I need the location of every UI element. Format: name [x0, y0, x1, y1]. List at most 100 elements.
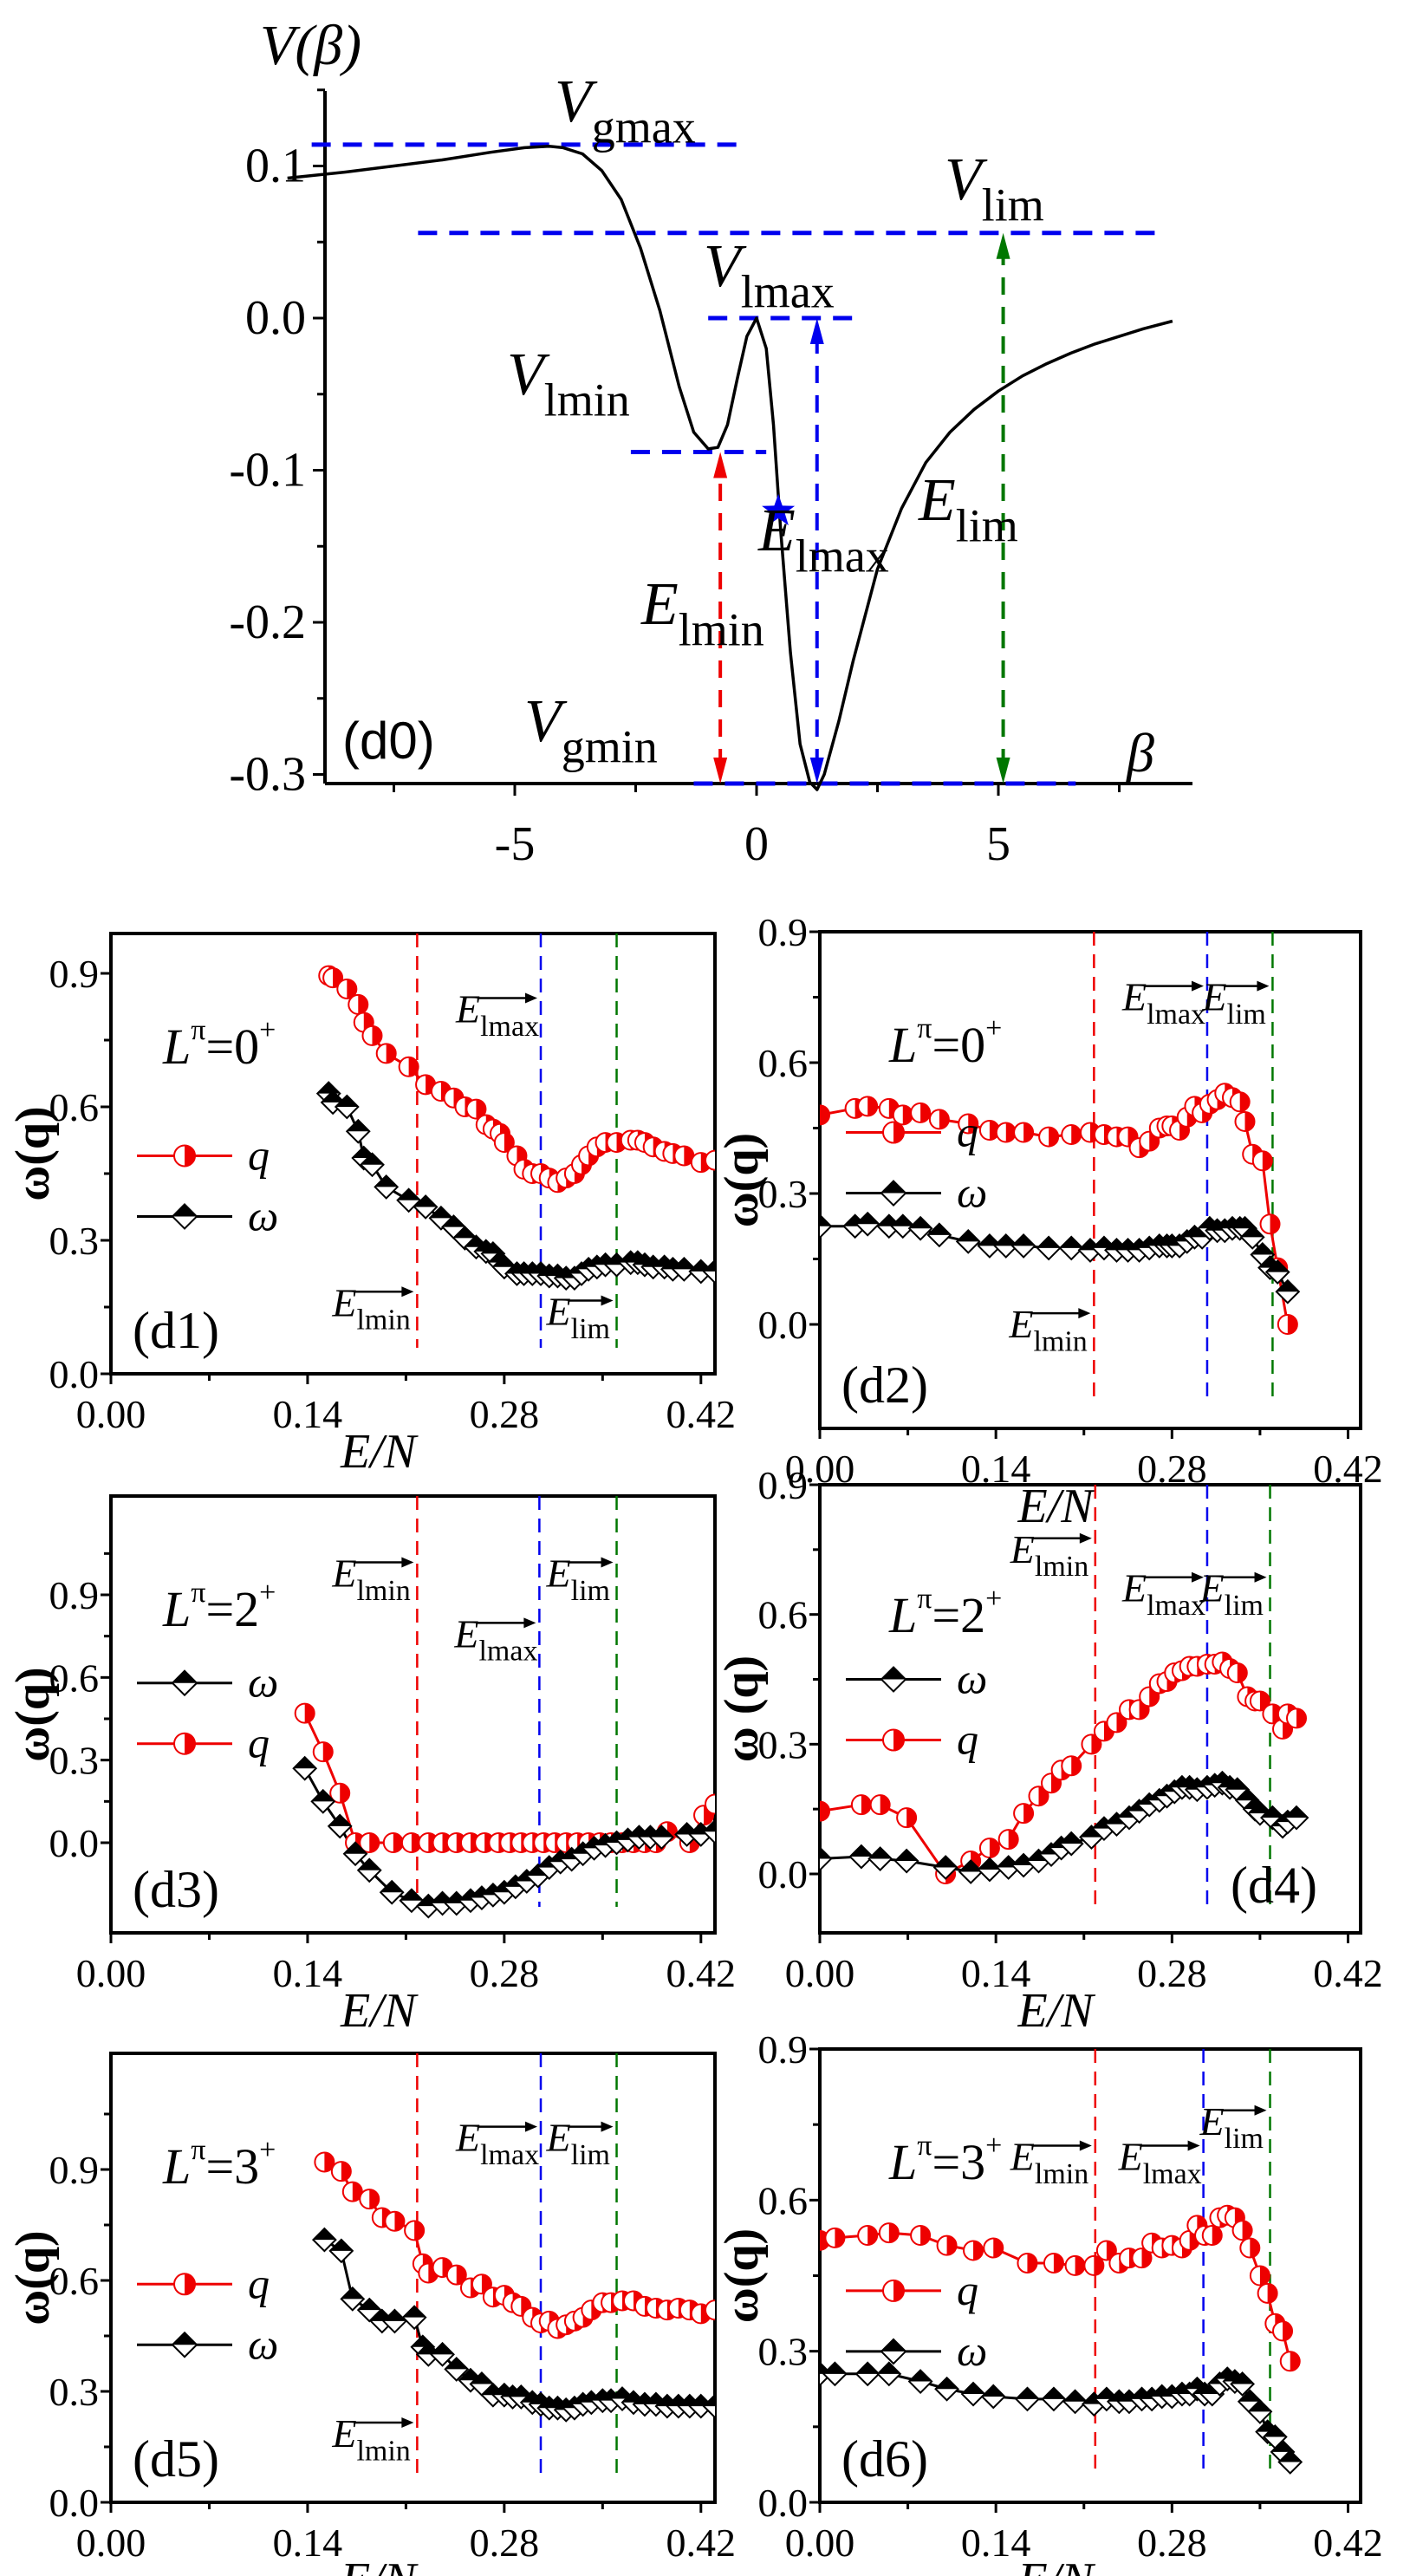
marker-fill [823, 2362, 847, 2374]
vline-label-e-lim: Elim [1201, 975, 1265, 1031]
legend-label: q [248, 1719, 270, 1767]
legend-marker-fill [881, 2339, 906, 2352]
legend-marker-fill [172, 2332, 197, 2345]
label-v-gmin: Vgmin [524, 688, 658, 772]
legend-item-omega: ω [846, 1168, 987, 1217]
y-tick-label: 0.0 [758, 1303, 809, 1347]
marker-fill [1023, 1122, 1034, 1142]
panel-d1: 0.0 0.3 0.6 0.9 0.00 0.14 0.28 0.42 E/N ω(q) Elmin… [6, 932, 736, 1479]
marker-fill [1053, 2253, 1063, 2273]
vline-label-e-lmax: Elmax [453, 1611, 537, 1667]
label-arrow-head [1079, 2140, 1092, 2151]
label-e-lmin-main: E [640, 571, 679, 638]
label-v-lmin-main: V [507, 342, 550, 408]
data-point-omega [907, 1215, 933, 1241]
data-point-q [705, 1149, 715, 1171]
spin-parity-label: Lπ=3+ [888, 2130, 1002, 2190]
marker-fill [358, 2299, 381, 2311]
label-e-lim-sub: lim [956, 499, 1018, 551]
y-tick-label: -0.3 [229, 748, 306, 802]
data-point-q [896, 1807, 918, 1829]
marker-fill [442, 1215, 465, 1227]
legend-marker-fill [172, 1670, 197, 1683]
data-point-q [314, 2151, 335, 2173]
data-point-q [1083, 2254, 1105, 2276]
legend-item-q: q [137, 1130, 270, 1179]
data-point-omega [1058, 1831, 1084, 1857]
plot-frame [818, 1483, 1362, 1935]
marker-fill [1250, 2238, 1260, 2258]
label-v-lmin: Vlmin [507, 342, 630, 426]
marker-fill [456, 2265, 466, 2285]
vline-label-e-lmax-sub: lmax [480, 1011, 539, 1043]
panel-d6: 0.0 0.3 0.6 0.9 0.00 0.14 0.28 0.42 E/N ω(q) Elmin… [715, 2027, 1383, 2576]
data-point-q [983, 2237, 1004, 2259]
marker-fill [1037, 1236, 1061, 1248]
data-point-q [359, 1832, 380, 1853]
legend-item-omega: ω [137, 1191, 278, 1239]
y-tick-label: 0.9 [758, 1463, 809, 1507]
vline-label-e-lmin-main: E [331, 1280, 356, 1324]
marker-fill [1264, 2425, 1287, 2437]
data-point-omega [1277, 2449, 1303, 2475]
data-point-omega [876, 2361, 902, 2387]
x-tick-label: 0.28 [470, 1392, 540, 1436]
marker-fill [1063, 2390, 1087, 2402]
label-eq: =2 [932, 1587, 985, 1643]
y-tick-label: 0.6 [49, 2259, 100, 2303]
marker-fill [341, 2287, 364, 2300]
marker-fill [1042, 2387, 1065, 2399]
marker-fill [920, 2226, 931, 2246]
data-point-omega [932, 1855, 958, 1880]
data-point-omega [401, 2305, 427, 2331]
label-e-lmin-text: Elmin [640, 571, 764, 655]
x-tick-label: 0.00 [76, 1951, 146, 1995]
marker-fill [820, 1847, 831, 1859]
marker-fill [1060, 1236, 1083, 1248]
vline-label-e-lim-main: E [1199, 2099, 1225, 2143]
data-point-omega [413, 1194, 439, 1220]
legend-label: ω [957, 1655, 987, 1703]
marker-fill [341, 2162, 351, 2182]
data-point-q [384, 2210, 406, 2232]
vline-label-e-lmax-sub: lmax [1147, 999, 1205, 1031]
label-plus: + [259, 1577, 276, 1609]
data-point-q [1064, 2254, 1086, 2276]
vline-label-e-lmax: Elmax [455, 986, 539, 1042]
data-point-q [958, 1113, 979, 1135]
label-pi: π [191, 2134, 205, 2166]
data-point-q [382, 1832, 404, 1853]
marker-fill [906, 1808, 917, 1828]
vline-label-e-lmax-text: Elmax [453, 1611, 537, 1667]
data-point-q [705, 1793, 715, 1815]
data-point-omega [345, 1118, 371, 1144]
data-point-q [465, 1098, 487, 1120]
marker-fill [957, 1230, 980, 1242]
marker-fill [1238, 2390, 1262, 2402]
vline-label-e-lmin-text: Elmin [331, 1280, 410, 1336]
legend-label: q [248, 2259, 270, 2307]
y-axis-label: ω (q) [715, 1656, 769, 1762]
legend-label: ω [248, 1658, 278, 1707]
vline-label-e-lmin: Elmin [1008, 1302, 1087, 1357]
data-point-q [910, 1102, 932, 1123]
vline-label-e-lmax-main: E [455, 2116, 480, 2160]
label-v-lmax-text: Vlmax [704, 233, 835, 317]
arrow-head-up [996, 232, 1010, 259]
marker-fill [324, 2152, 335, 2172]
arrow-head-up [809, 318, 824, 344]
vline-label-e-lmin: Elmin [331, 1551, 410, 1606]
data-point-q [857, 1096, 879, 1117]
vline-label-e-lim-text: Elim [1199, 1566, 1264, 1622]
data-point-q [850, 1794, 872, 1816]
data-point-q [705, 2300, 715, 2321]
y-tick-label: 0.3 [49, 1739, 100, 1783]
marker-fill [973, 2241, 984, 2261]
data-point-omega [292, 1755, 318, 1781]
vline-label-e-lmax-main: E [1121, 975, 1147, 1019]
marker-fill [891, 1214, 914, 1226]
vline-label-e-lmax-main: E [1118, 2134, 1143, 2178]
marker-fill [1284, 1806, 1308, 1818]
data-point-omega [356, 1857, 382, 1883]
data-point-omega [867, 1846, 893, 1871]
